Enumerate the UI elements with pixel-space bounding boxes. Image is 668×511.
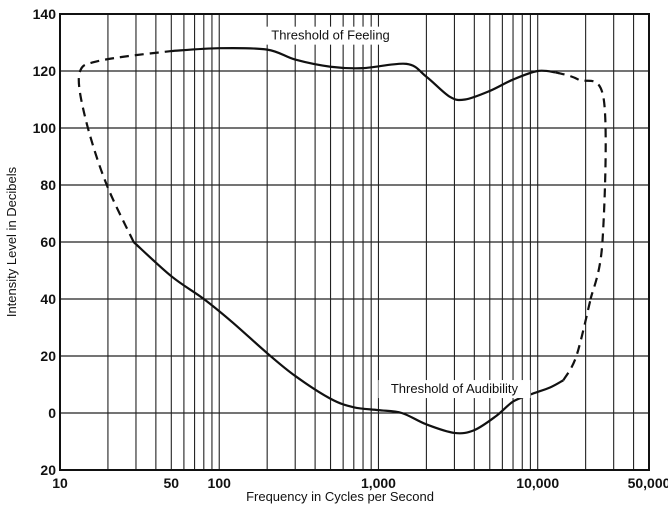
curves: [77, 46, 607, 435]
x-tick-label: 10: [52, 475, 68, 491]
annotation-background: [254, 26, 407, 45]
y-tick-label: 20: [40, 462, 56, 478]
series-line-threshold-of-audibility: [132, 241, 564, 435]
x-tick-label: 100: [208, 475, 232, 491]
annotation-background: [378, 380, 531, 399]
series-line-extrapolated-low: [77, 49, 172, 243]
series-line-threshold-of-audibility-extrapolated: [562, 298, 592, 381]
series-line-threshold-of-feeling-extrapolated-high: [555, 71, 607, 300]
grid: [59, 13, 650, 471]
y-tick-label: 20: [40, 348, 56, 364]
x-tick-label: 10,000: [516, 475, 559, 491]
series-line-threshold-of-feeling: [171, 46, 556, 102]
y-tick-label: 120: [33, 63, 57, 79]
plot-frame: [59, 13, 650, 471]
x-tick-label: 1,000: [361, 475, 396, 491]
annotations: Threshold of Feeling Threshold of Audibil…: [254, 26, 531, 399]
y-tick-label: 140: [33, 6, 57, 22]
tick-labels: 10 50 100 1,000 10,000 50,000 140 120 100 80 60 40 2…: [33, 6, 668, 491]
x-axis-label: Frequency in Cycles per Second: [246, 489, 434, 504]
annotation-label: Threshold of Feeling: [271, 28, 390, 43]
y-tick-label: 0: [48, 405, 56, 421]
y-tick-label: 80: [40, 177, 56, 193]
x-tick-label: 50,000: [628, 475, 668, 491]
annotation-label: Threshold of Audibility: [391, 381, 519, 396]
y-tick-label: 60: [40, 234, 56, 250]
x-tick-label: 50: [164, 475, 180, 491]
y-tick-label: 100: [33, 120, 57, 136]
y-axis-label: Intensity Level in Decibels: [4, 166, 19, 317]
y-tick-label: 40: [40, 291, 56, 307]
